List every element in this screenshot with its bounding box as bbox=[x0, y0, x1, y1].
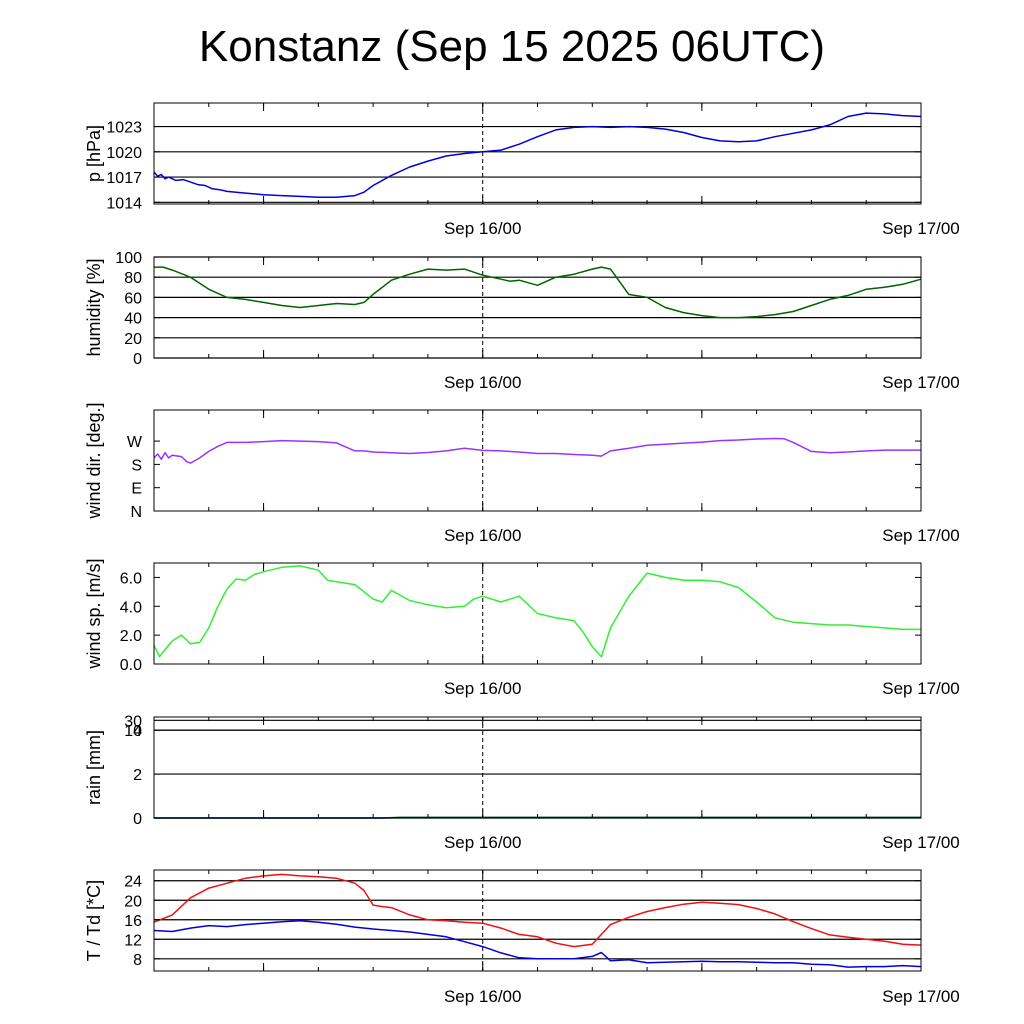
x-tick-label: Sep 16/00 bbox=[444, 373, 522, 392]
y-tick-label: 2 bbox=[133, 767, 142, 784]
series-line-1 bbox=[153, 437, 921, 464]
y-tick-label: 24 bbox=[124, 874, 142, 891]
x-tick-label: Sep 17/00 bbox=[882, 679, 960, 698]
series-line-1 bbox=[153, 112, 922, 199]
y-axis-label: humidity [%] bbox=[84, 258, 104, 356]
y-tick-label: N bbox=[130, 504, 142, 521]
y-axis-label: wind sp. [m/s] bbox=[84, 558, 104, 669]
panel-2: 0 20 40 60 80 100 humidity [%] Sep 16/00 Sep 17/… bbox=[84, 250, 960, 392]
series-line-1 bbox=[154, 266, 922, 319]
plot-frame bbox=[153, 869, 922, 972]
y-tick-label: 4 bbox=[133, 723, 142, 740]
y-tick-label: 6.0 bbox=[120, 570, 142, 587]
y-tick-label: E bbox=[131, 481, 142, 498]
x-tick-label: Sep 17/00 bbox=[882, 987, 960, 1006]
x-tick-label: Sep 17/00 bbox=[882, 219, 960, 238]
plot-frame bbox=[153, 102, 922, 205]
plot-frame bbox=[153, 716, 922, 819]
y-tick-label: 0.0 bbox=[120, 657, 142, 674]
y-tick-label: 0 bbox=[133, 811, 142, 828]
y-tick-label: 8 bbox=[133, 952, 142, 969]
series-line-1 bbox=[153, 565, 921, 658]
y-tick-label: 10 bbox=[124, 723, 142, 740]
y-tick-label: 1017 bbox=[106, 170, 142, 187]
y-tick-label: 1023 bbox=[106, 120, 142, 137]
y-tick-label: 60 bbox=[124, 290, 142, 307]
y-tick-label: 12 bbox=[124, 932, 142, 949]
y-tick-label: 0 bbox=[133, 351, 142, 368]
y-axis-label: rain [mm] bbox=[84, 730, 104, 805]
y-tick-label: 2.0 bbox=[120, 628, 142, 645]
x-tick-label: Sep 16/00 bbox=[444, 987, 522, 1006]
y-tick-label: S bbox=[131, 457, 142, 474]
y-tick-label: 30 bbox=[124, 713, 142, 730]
panel-4: 0.0 2.0 4.0 6.0 wind sp. [m/s] Sep 16/00 Sep 1… bbox=[84, 558, 960, 698]
y-tick-label: 1014 bbox=[106, 195, 142, 212]
y-tick-label: 4.0 bbox=[120, 599, 142, 616]
y-tick-label: W bbox=[127, 434, 143, 451]
plot-frame bbox=[153, 409, 922, 512]
y-tick-label: 100 bbox=[115, 250, 142, 267]
y-tick-label: 1020 bbox=[106, 145, 142, 162]
y-tick-label: 80 bbox=[124, 270, 142, 287]
y-tick-label: 40 bbox=[124, 311, 142, 328]
y-tick-label: 20 bbox=[124, 331, 142, 348]
x-tick-label: Sep 17/00 bbox=[882, 833, 960, 852]
y-axis-label: p [hPa] bbox=[84, 125, 104, 182]
y-tick-label: 20 bbox=[124, 893, 142, 910]
x-tick-label: Sep 16/00 bbox=[444, 219, 522, 238]
chart-title: Konstanz (Sep 15 2025 06UTC) bbox=[198, 22, 826, 71]
x-tick-label: Sep 17/00 bbox=[882, 526, 960, 545]
x-tick-label: Sep 16/00 bbox=[444, 526, 522, 545]
series-line-2 bbox=[153, 919, 922, 968]
series-line-1 bbox=[153, 873, 922, 948]
panel-6: 8 12 16 20 24 T / Td [*C] Sep 16/00 Sep 17/00 bbox=[84, 869, 960, 1006]
x-tick-label: Sep 16/00 bbox=[444, 833, 522, 852]
y-axis-label: wind dir. [deg.] bbox=[84, 402, 104, 519]
x-tick-label: Sep 16/00 bbox=[444, 679, 522, 698]
x-tick-label: Sep 17/00 bbox=[882, 373, 960, 392]
y-axis-label: T / Td [*C] bbox=[84, 880, 104, 961]
y-tick-label: 16 bbox=[124, 913, 142, 930]
